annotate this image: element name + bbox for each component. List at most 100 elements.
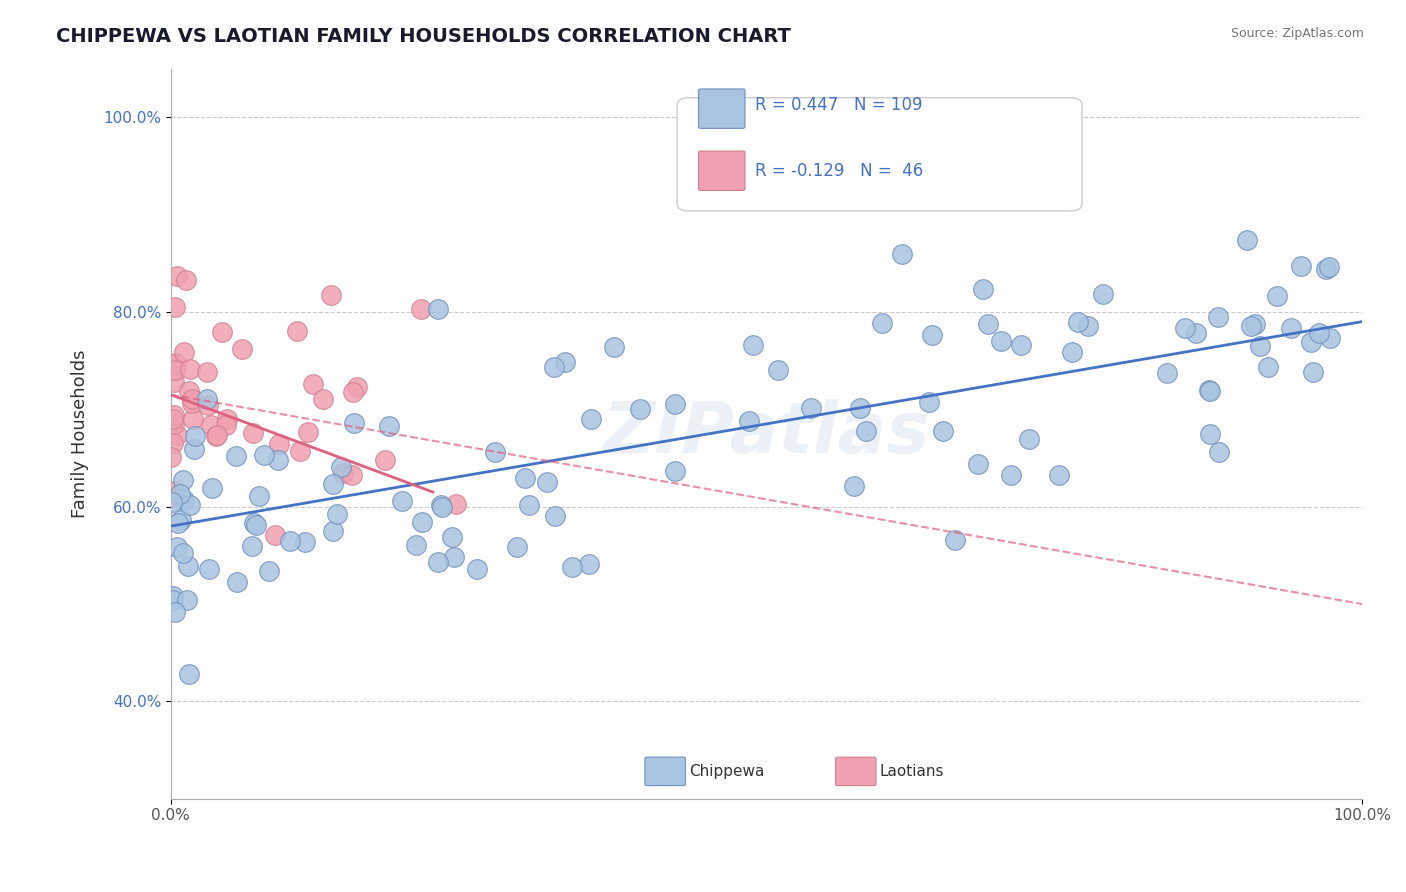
Point [169,487,191,501]
Point [165,356,187,370]
Point [211,325,233,339]
Point [257,565,280,579]
Point [738,414,761,428]
Point [1047,468,1070,483]
Point [245,517,267,532]
Point [427,555,450,569]
Point [183,429,205,443]
Point [444,497,467,511]
Point [799,401,821,415]
Point [162,417,184,431]
Point [340,468,363,483]
Point [842,478,865,492]
Point [931,424,953,438]
Point [181,392,204,406]
Point [1244,317,1267,331]
Text: R = -0.129   N =  46: R = -0.129 N = 46 [755,161,922,180]
Point [513,471,536,485]
Point [1156,366,1178,380]
Point [329,459,352,474]
Point [225,450,247,464]
FancyBboxPatch shape [645,757,686,786]
Point [1236,233,1258,247]
Point [972,282,994,296]
Point [195,365,218,379]
Point [342,384,364,399]
Point [1077,319,1099,334]
Point [163,363,186,377]
Point [766,363,789,377]
Point [405,538,427,552]
Point [432,500,454,515]
Point [1319,331,1341,345]
Text: ZIPatlas: ZIPatlas [603,399,931,468]
Point [346,380,368,394]
Point [179,499,201,513]
Point [290,443,312,458]
Point [1184,326,1206,340]
Point [1174,321,1197,335]
Point [302,376,325,391]
Point [603,340,626,354]
Point [165,484,187,499]
Point [162,593,184,607]
Point [166,516,188,530]
Point [166,428,188,442]
Point [163,375,186,389]
Point [197,392,219,406]
Point [162,436,184,450]
Point [990,334,1012,348]
Point [326,508,349,522]
Point [174,273,197,287]
Point [374,453,396,467]
Point [205,429,228,443]
Point [411,515,433,529]
Point [561,559,583,574]
Point [578,557,600,571]
Point [1257,360,1279,375]
Point [1239,318,1261,333]
Point [180,396,202,410]
Point [1000,467,1022,482]
Point [162,589,184,603]
Point [1198,384,1220,398]
Point [165,605,187,619]
Y-axis label: Family Households: Family Households [72,350,89,518]
Point [1208,444,1230,458]
Point [332,466,354,480]
Point [253,448,276,462]
Point [921,328,943,343]
FancyBboxPatch shape [835,757,876,786]
Point [1289,259,1312,273]
Point [891,247,914,261]
Point [918,394,941,409]
Point [162,412,184,426]
Point [285,324,308,338]
Text: CHIPPEWA VS LAOTIAN FAMILY HOUSEHOLDS CORRELATION CHART: CHIPPEWA VS LAOTIAN FAMILY HOUSEHOLDS CO… [56,27,792,45]
Point [243,516,266,530]
Point [1092,287,1115,301]
Point [165,358,187,372]
Point [484,444,506,458]
Point [967,457,990,471]
Point [870,316,893,330]
Point [1199,384,1222,399]
Point [176,593,198,607]
Point [179,362,201,376]
Point [544,508,567,523]
Point [214,418,236,433]
Point [280,534,302,549]
Point [1018,432,1040,446]
Point [1315,262,1337,277]
Point [505,540,527,554]
Point [183,442,205,456]
Point [440,530,463,544]
Point [1317,260,1340,275]
Point [162,490,184,504]
Point [172,546,194,560]
Point [849,401,872,415]
Point [742,337,765,351]
Point [664,463,686,477]
Point [1279,321,1302,335]
Point [579,411,602,425]
